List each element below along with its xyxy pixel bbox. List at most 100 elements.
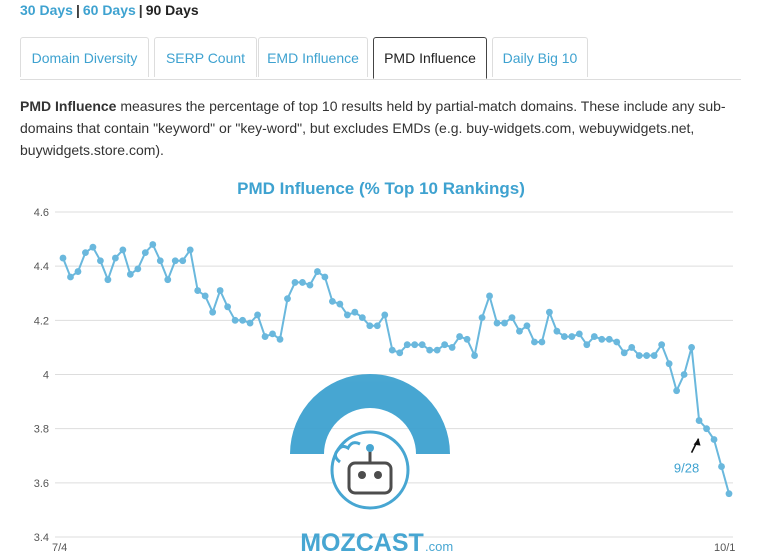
- data-point: [568, 333, 576, 340]
- data-point: [441, 341, 449, 349]
- data-point: [291, 279, 299, 286]
- pmd-influence-chart: PMD Influence (% Top 10 Rankings) 3.4 3.6…: [34, 179, 736, 557]
- data-point: [231, 316, 239, 324]
- data-point: [164, 276, 172, 284]
- data-point: [620, 349, 628, 357]
- y-tick-label: 3.4: [34, 532, 49, 544]
- data-point: [418, 341, 426, 349]
- data-point: [643, 352, 651, 359]
- chart-title: PMD Influence (% Top 10 Rankings): [237, 179, 525, 198]
- logo-arc: [290, 374, 450, 454]
- data-point: [336, 300, 344, 308]
- range-separator: |: [75, 2, 80, 18]
- data-point: [328, 297, 336, 305]
- data-point: [126, 270, 134, 278]
- x-tick-end: 10/1: [714, 542, 735, 554]
- range-60-days-link[interactable]: 60 Days: [82, 2, 136, 18]
- data-point: [119, 246, 127, 254]
- data-point: [216, 287, 224, 294]
- data-point: [82, 249, 89, 257]
- data-point: [321, 273, 329, 281]
- data-point: [284, 295, 291, 303]
- data-point: [703, 425, 710, 433]
- y-tick-label: 4.4: [34, 261, 49, 273]
- data-point: [516, 327, 523, 335]
- data-point: [688, 344, 695, 351]
- metric-tabs: Domain Diversity SERP Count EMD Influenc…: [20, 37, 741, 80]
- data-point: [156, 257, 164, 265]
- annotation-label: 9/28: [674, 461, 699, 476]
- data-point: [74, 268, 82, 275]
- data-point: [261, 333, 269, 340]
- metric-description: PMD Influence measures the percentage of…: [20, 95, 760, 161]
- data-point: [246, 319, 254, 327]
- tab-emd-influence[interactable]: EMD Influence: [258, 37, 368, 77]
- data-point: [411, 341, 419, 349]
- data-point: [97, 257, 104, 265]
- data-point: [306, 281, 314, 289]
- data-point: [456, 333, 464, 340]
- data-point: [209, 308, 217, 316]
- data-point: [605, 335, 613, 343]
- data-point: [531, 338, 538, 346]
- description-text: measures the percentage of top 10 result…: [20, 98, 726, 158]
- data-point: [523, 322, 531, 330]
- data-point: [635, 352, 643, 359]
- data-point: [613, 338, 621, 346]
- data-point: [725, 490, 733, 498]
- data-point: [224, 303, 232, 311]
- data-point: [665, 360, 673, 368]
- data-point: [351, 308, 359, 316]
- data-point: [486, 292, 493, 300]
- chart-grid: [55, 211, 733, 538]
- data-point: [448, 344, 456, 351]
- date-range-selector: 30 Days | 60 Days | 90 Days: [20, 2, 199, 18]
- data-point: [403, 341, 411, 349]
- data-point: [186, 246, 194, 254]
- logo-robot-antenna-tip: [366, 444, 374, 452]
- data-point: [111, 254, 119, 262]
- data-point: [718, 463, 725, 470]
- data-point: [628, 344, 636, 351]
- logo-robot-eye-left: [358, 471, 366, 479]
- data-point: [201, 292, 209, 300]
- data-point: [276, 335, 284, 343]
- data-point: [546, 308, 553, 316]
- tab-domain-diversity[interactable]: Domain Diversity: [20, 37, 149, 77]
- data-point: [373, 322, 381, 330]
- logo-robot-eye-right: [374, 471, 382, 479]
- data-point: [501, 319, 508, 327]
- data-point: [314, 268, 321, 275]
- data-point: [239, 316, 246, 324]
- data-point: [89, 243, 97, 251]
- data-point: [269, 330, 276, 338]
- data-point: [299, 279, 306, 286]
- data-point: [366, 322, 374, 330]
- y-tick-label: 4: [43, 370, 49, 382]
- data-point: [680, 371, 688, 378]
- range-30-days-link[interactable]: 30 Days: [20, 2, 73, 18]
- data-point: [590, 333, 598, 340]
- x-tick-start: 7/4: [52, 542, 67, 554]
- range-90-days-current: 90 Days: [145, 2, 199, 18]
- data-point: [179, 257, 187, 265]
- data-point: [141, 249, 149, 257]
- logo-brand-text: MOZCAST: [300, 529, 424, 557]
- logo-brand-suffix: .com: [425, 539, 453, 554]
- data-point: [358, 314, 366, 322]
- data-point: [471, 352, 478, 359]
- y-tick-label: 4.2: [34, 315, 49, 327]
- data-point: [598, 335, 606, 343]
- data-point: [396, 349, 404, 357]
- tab-daily-big-10[interactable]: Daily Big 10: [492, 37, 588, 77]
- logo-cloud-icon: [333, 441, 361, 464]
- tab-pmd-influence[interactable]: PMD Influence: [373, 37, 487, 79]
- annotation-9-28: 9/28: [674, 438, 701, 476]
- mozcast-logo: MOZCAST .com: [290, 374, 453, 557]
- y-axis-ticks: 3.4 3.6 3.8 4 4.2 4.4 4.6: [34, 207, 49, 544]
- data-point: [433, 346, 441, 354]
- tab-serp-count[interactable]: SERP Count: [154, 37, 257, 77]
- data-point: [575, 330, 583, 338]
- data-point: [553, 327, 561, 335]
- data-point: [426, 346, 434, 354]
